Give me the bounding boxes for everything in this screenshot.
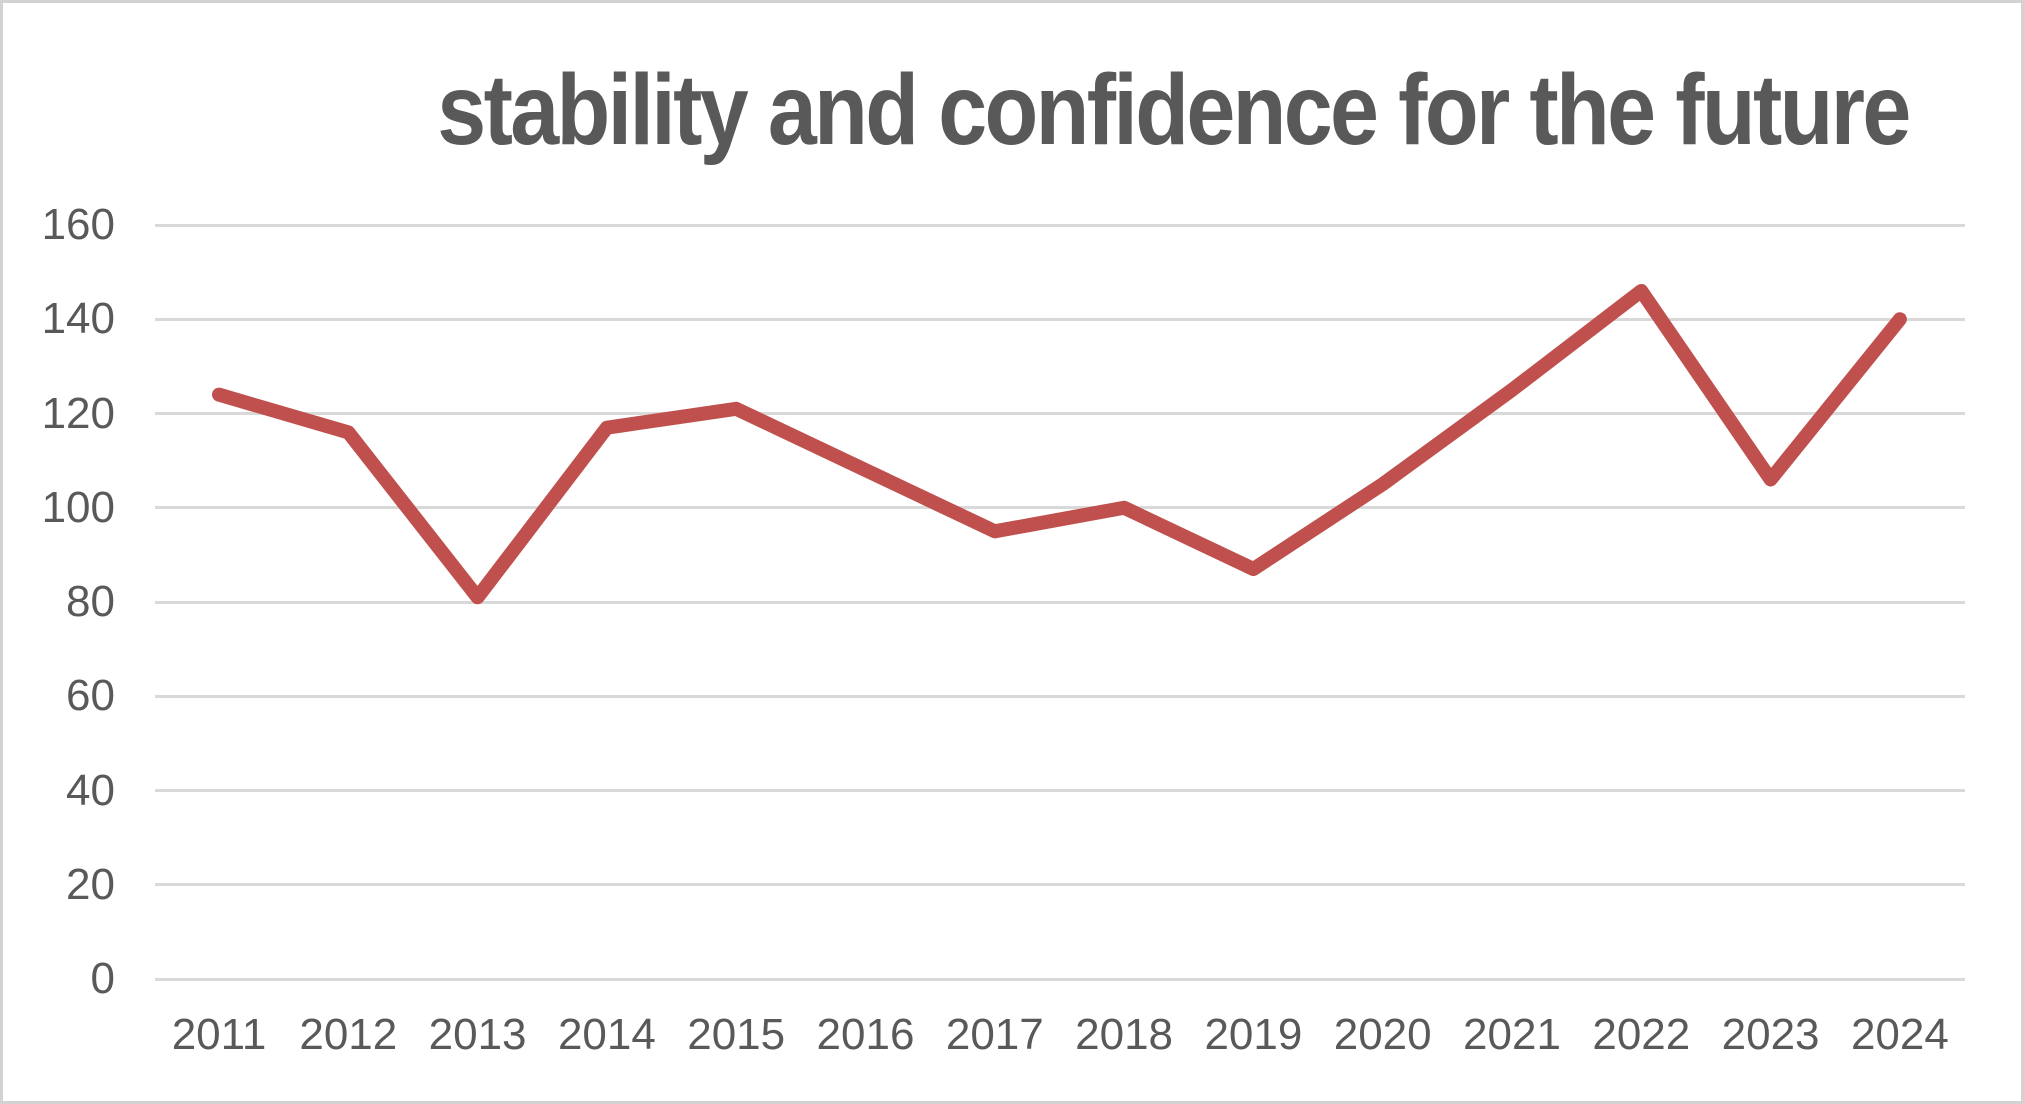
- gridline: [155, 317, 1965, 321]
- line-plot: [212, 283, 1907, 605]
- x-tick-label: 2020: [1333, 1010, 1432, 1059]
- y-tick-label: 80: [66, 577, 115, 626]
- y-tick-label: 60: [66, 671, 115, 721]
- x-tick-label: 2013: [428, 1010, 527, 1059]
- gridline: [155, 506, 1965, 510]
- y-tick-label: 0: [90, 954, 115, 1003]
- x-tick-label: 2019: [1204, 1010, 1303, 1059]
- gridline: [155, 412, 1965, 415]
- gridline: [155, 223, 1965, 227]
- y-tick-label: 100: [41, 482, 115, 532]
- data-series-line: [212, 283, 1907, 605]
- x-tick-label: 2012: [299, 1010, 398, 1059]
- x-tick-label: 2014: [557, 1010, 656, 1059]
- x-tick-label: 2011: [171, 1010, 267, 1059]
- y-tick-label: 40: [66, 765, 115, 815]
- x-tick-label: 2023: [1721, 1010, 1820, 1059]
- y-tick-label: 20: [66, 859, 115, 909]
- x-tick-label: 2024: [1850, 1010, 1949, 1059]
- gridline: [155, 789, 1965, 792]
- y-tick-label: 140: [41, 294, 115, 344]
- y-tick-label: 160: [41, 200, 115, 249]
- chart-title: stability and confidence for the future: [337, 55, 2009, 165]
- x-tick-label: 2018: [1075, 1010, 1174, 1059]
- x-tick-label: 2022: [1592, 1010, 1691, 1059]
- x-tick-label: 2017: [945, 1010, 1044, 1059]
- chart-title-text: stability and confidence for the future: [437, 54, 1911, 166]
- gridline: [155, 977, 1965, 981]
- y-tick-label: 120: [41, 388, 115, 438]
- gridline: [155, 883, 1965, 887]
- x-tick-label: 2015: [687, 1010, 786, 1059]
- gridline: [155, 600, 1965, 604]
- x-tick-label: 2021: [1463, 1010, 1561, 1059]
- x-tick-label: 2016: [816, 1010, 915, 1059]
- gridline: [155, 694, 1965, 698]
